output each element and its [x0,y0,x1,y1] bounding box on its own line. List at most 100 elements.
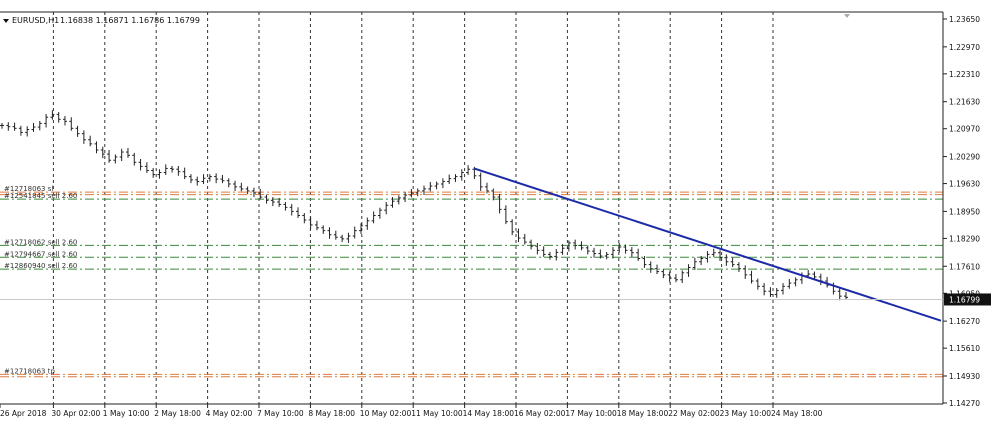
vertical-gridlines [52,12,774,404]
ohlc-bar [283,201,288,211]
ohlc-bar [554,249,559,261]
ohlc-bar [321,225,326,234]
ohlc-bar [510,219,515,236]
time-tick-label: 2 May 18:00 [154,409,201,418]
price-tick-label: 1.23650 [949,15,980,24]
ohlc-bar [214,173,219,184]
ohlc-bar [132,152,137,166]
time-tick-label: 11 May 10:00 [411,409,463,418]
ohlc-bar [94,141,99,154]
ohlc-bar [585,245,590,255]
ohlc-bar [107,150,112,163]
ohlc-bar [365,217,370,230]
ohlc-bar [566,240,571,252]
ohlc-bar [453,174,458,182]
current-price-label: 1.16799 [949,295,980,304]
ohlc-bar [749,270,754,284]
ohlc-bar [484,182,489,194]
ohlc-bar [207,174,212,182]
time-tick-label: 16 May 02:00 [514,409,566,418]
ohlc-bar [573,239,578,250]
ohlc-bar [579,241,584,251]
ohlc-bar [69,117,74,131]
ohlc-bars [0,110,848,301]
ohlc-bar [636,248,641,261]
chart-shift-marker-icon[interactable] [844,14,850,18]
ohlc-bar [730,257,735,268]
ohlc-bar [724,254,729,266]
symbol-timeframe: EURUSD,H1 [12,16,59,25]
trendline-group [473,14,942,322]
ohlc-bar [711,248,716,257]
ohlc-bar [245,186,250,195]
ohlc-bar [661,269,666,279]
ohlc-bar [176,165,181,176]
ohlc-bar [529,239,534,250]
ohlc-bar [396,195,401,205]
dropdown-arrow-icon[interactable] [3,19,9,23]
ohlc-bar [686,264,691,277]
ohlc-bar [547,251,552,260]
ohlc-bar [163,164,168,175]
time-tick-label: 14 May 18:00 [463,409,515,418]
order-levels: #12718063 sl#12541845 sell 2.60 #12718062… [0,185,943,378]
ohlc-bar [81,130,86,144]
price-tick-label: 1.20970 [949,125,980,134]
ohlc-bar [390,197,395,208]
ohlc-bar [195,176,200,186]
price-tick-label: 1.14270 [949,399,980,408]
ohlc-bar [37,120,42,131]
ohlc-bar [75,125,80,137]
ohlc-bar [264,194,269,204]
ohlc-bar [258,188,263,200]
chart-header: EURUSD,H1 1.16838 1.16871 1.16786 1.1679… [3,16,200,25]
ohlc-bar [50,110,55,120]
ohlc-bar [88,135,93,147]
order-level-label: #12860940 sell 2.60 [4,262,77,270]
ohlc-bar [125,147,130,158]
ohlc-bar [755,278,760,290]
ohlc-bar [762,283,767,296]
ohlc-bar [346,232,351,243]
trendline[interactable] [473,167,942,322]
ohlc-bar [516,228,521,243]
ohlc-bar [384,201,389,215]
order-level-label: #12718062 sell 2.60 [4,238,77,246]
ohlc-bar [503,205,508,225]
price-tick-label: 1.22970 [949,43,980,52]
ohlc-bar [277,197,282,207]
time-scale: 26 Apr 2018 30 Apr 02:00 1 May 10:00 2 May … [0,404,823,418]
ohlc-bar [62,116,67,126]
ohlc-bar [403,191,408,202]
time-tick-label: 7 May 10:00 [257,409,304,418]
ohlc-bar [610,247,615,259]
price-tick-label: 1.16270 [949,317,980,326]
time-tick-label: 23 May 10:00 [720,409,772,418]
ohlc-bar [144,162,149,173]
time-tick-label: 4 May 02:00 [206,409,253,418]
ohlc-bar [642,256,647,268]
ohlc-bar [113,154,118,164]
ohlc-bar [837,287,842,301]
ohlc-bar [699,256,704,266]
time-tick-label: 30 Apr 02:00 [51,409,100,418]
ohlc-bar [781,283,786,295]
ohlc-bar [768,287,773,297]
price-tick-label: 1.15610 [949,344,980,353]
ohlc-bar [18,125,23,136]
ohlc-bar [617,242,622,253]
ohlc-bar [352,226,357,239]
time-tick-label: 1 May 10:00 [103,409,150,418]
ohlc-bar [774,287,779,298]
order-level-label: #12541845 sell 2.60 [4,192,77,200]
ohlc-bar [522,233,527,245]
ohlc-bar [220,174,225,184]
ohlc-bar [428,181,433,192]
ohlc-bar [270,197,275,207]
ohlc-bar [680,270,685,284]
ohlc-bar [592,247,597,258]
ohlc-bar [434,181,439,190]
ohlc-bar [0,122,4,129]
